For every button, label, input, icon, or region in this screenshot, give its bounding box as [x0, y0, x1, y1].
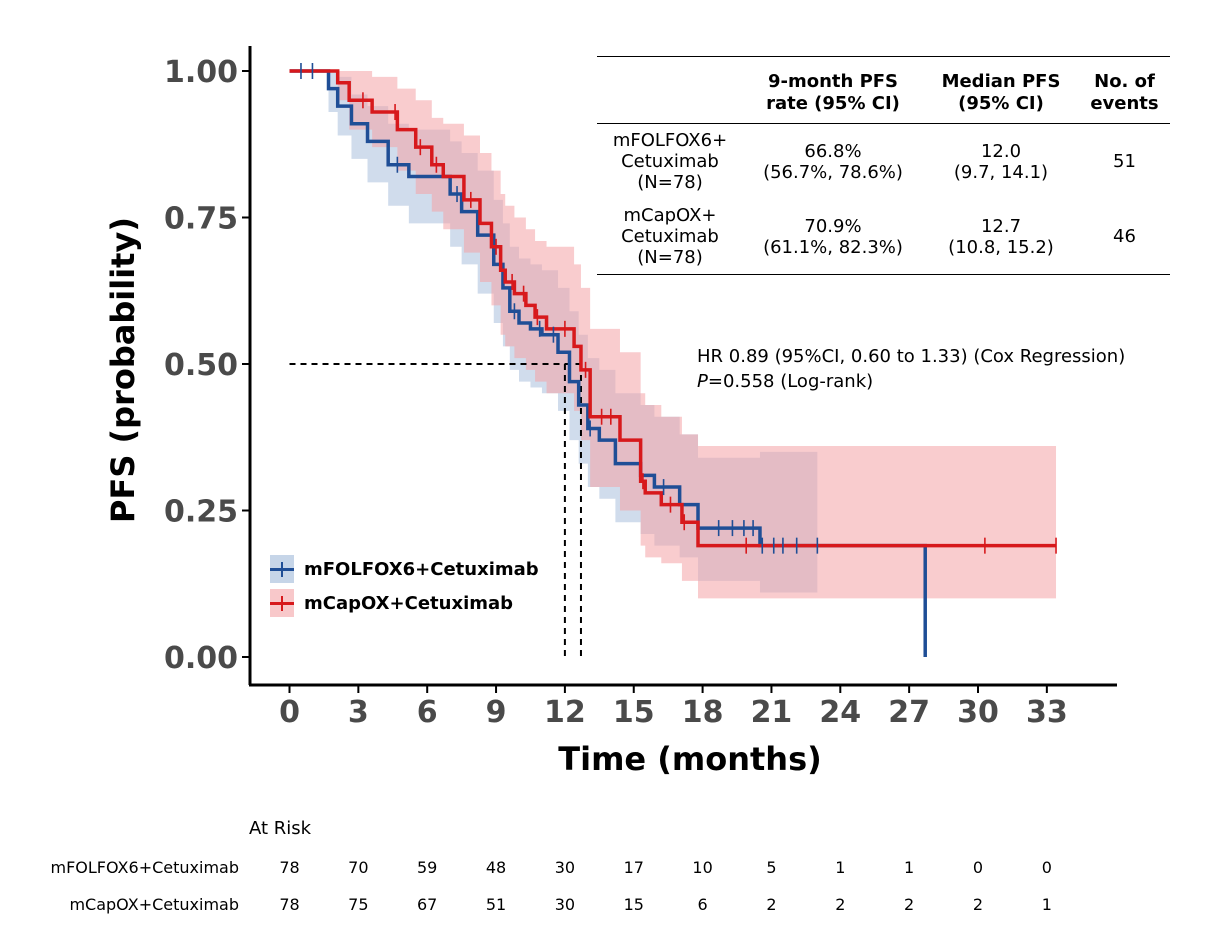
x-tick-label: 0 [279, 695, 300, 730]
at-risk-count: 51 [485, 895, 507, 914]
legend-label: mCapOX+Cetuximab [304, 592, 514, 614]
x-tick-label: 6 [417, 695, 438, 730]
legend-item-mfolfox6: mFOLFOX6+Cetuximab [270, 552, 539, 586]
legend-item-mcapox: mCapOX+Cetuximab [270, 586, 539, 620]
y-ticks: 0.00 0.25 0.50 0.75 1.00 [164, 55, 250, 676]
p-value-annotation: P=0.558 (Log-rank) [697, 371, 873, 392]
header-rate: 9-month PFS rate (95% CI) [766, 71, 900, 114]
row-rate: 66.8% (56.7%, 78.6%) [763, 140, 903, 183]
at-risk-row-label: mCapOX+Cetuximab [69, 895, 239, 914]
at-risk-count: 2 [766, 895, 777, 914]
at-risk-count: 59 [417, 858, 438, 877]
row-group: mFOLFOX6+ Cetuximab (N=78) [612, 130, 728, 193]
header-group [597, 57, 743, 124]
at-risk-count: 10 [692, 858, 713, 877]
at-risk-count: 17 [623, 858, 644, 877]
survival-curve-series-1 [289, 69, 1057, 548]
at-risk-count: 78 [279, 895, 300, 914]
row-events: 46 [1113, 226, 1136, 247]
x-axis-title: Time (months) [558, 740, 821, 778]
row-rate: 70.9% (61.1%, 82.3%) [763, 215, 903, 258]
survival-curves [289, 69, 1057, 657]
at-risk-count: 78 [279, 858, 300, 877]
p-value-text: =0.558 (Log-rank) [707, 371, 874, 392]
x-tick-label: 9 [486, 695, 507, 730]
legend-swatch-blue [270, 555, 294, 583]
summary-table-header: 9-month PFS rate (95% CI) Median PFS (95… [597, 56, 1170, 124]
header-median: Median PFS (95% CI) [941, 71, 1061, 114]
legend-swatch-red [270, 589, 294, 617]
at-risk-count: 15 [623, 895, 644, 914]
x-tick-label: 30 [957, 695, 999, 730]
at-risk-count: 2 [904, 895, 915, 914]
x-tick-label: 33 [1026, 695, 1068, 730]
at-risk-count: 0 [972, 858, 984, 877]
y-tick-label: 1.00 [164, 55, 238, 90]
row-events: 51 [1113, 151, 1136, 172]
y-tick-label: 0.25 [164, 495, 238, 530]
at-risk-count: 75 [348, 895, 369, 914]
median-lines [289, 363, 582, 657]
survival-curve-series-0 [289, 69, 927, 657]
x-tick-label: 27 [888, 695, 930, 730]
at-risk-count: 30 [554, 858, 576, 877]
legend: mFOLFOX6+Cetuximab mCapOX+Cetuximab [270, 552, 539, 620]
at-risk-count: 70 [348, 858, 369, 877]
at-risk-row-label: mFOLFOX6+Cetuximab [50, 858, 239, 877]
y-tick-label: 0.75 [164, 202, 238, 237]
x-ticks: 0 3 6 9 12 15 18 21 24 27 30 33 [279, 685, 1068, 730]
y-tick-label: 0.00 [164, 641, 238, 676]
header-events: No. of events [1090, 71, 1159, 114]
row-group: mCapOX+ Cetuximab (N=78) [621, 205, 719, 268]
at-risk-count: 30 [554, 895, 576, 914]
x-tick-label: 18 [682, 695, 724, 730]
at-risk-count: 6 [697, 895, 708, 914]
at-risk-count: 5 [766, 858, 777, 877]
at-risk-title: At Risk [249, 818, 312, 839]
x-tick-label: 12 [544, 695, 586, 730]
y-tick-label: 0.50 [164, 348, 238, 383]
at-risk-count: 2 [972, 895, 984, 914]
p-symbol: P [697, 371, 708, 392]
row-median: 12.7 (10.8, 15.2) [948, 215, 1054, 258]
hr-annotation: HR 0.89 (95%CI, 0.60 to 1.33) (Cox Regre… [697, 346, 1126, 367]
km-plot: 0 3 6 9 12 15 18 21 24 27 30 33 0.00 0.25 0.50 0.75 1.0… [104, 46, 1117, 778]
x-tick-label: 15 [613, 695, 655, 730]
at-risk-count: 1 [904, 858, 915, 877]
at-risk-count: 67 [417, 895, 438, 914]
x-tick-label: 24 [819, 695, 861, 730]
row-median: 12.0 (9.7, 14.1) [953, 140, 1049, 183]
x-tick-label: 3 [348, 695, 369, 730]
at-risk-count: 48 [485, 858, 507, 877]
y-axis-title: PFS (probability) [104, 217, 142, 523]
summary-table: 9-month PFS rate (95% CI) Median PFS (95… [597, 56, 1170, 275]
legend-label: mFOLFOX6+Cetuximab [304, 558, 539, 580]
at-risk-count: 1 [1041, 895, 1052, 914]
at-risk-count: 1 [835, 858, 846, 877]
table-row: mFOLFOX6+ Cetuximab (N=78) 66.8% (56.7%,… [597, 124, 1170, 200]
at-risk-count: 2 [835, 895, 846, 914]
x-tick-label: 21 [751, 695, 793, 730]
at-risk-count: 0 [1041, 858, 1052, 877]
censor-marks [300, 63, 1057, 554]
table-row: mCapOX+ Cetuximab (N=78) 70.9% (61.1%, 8… [597, 199, 1170, 275]
